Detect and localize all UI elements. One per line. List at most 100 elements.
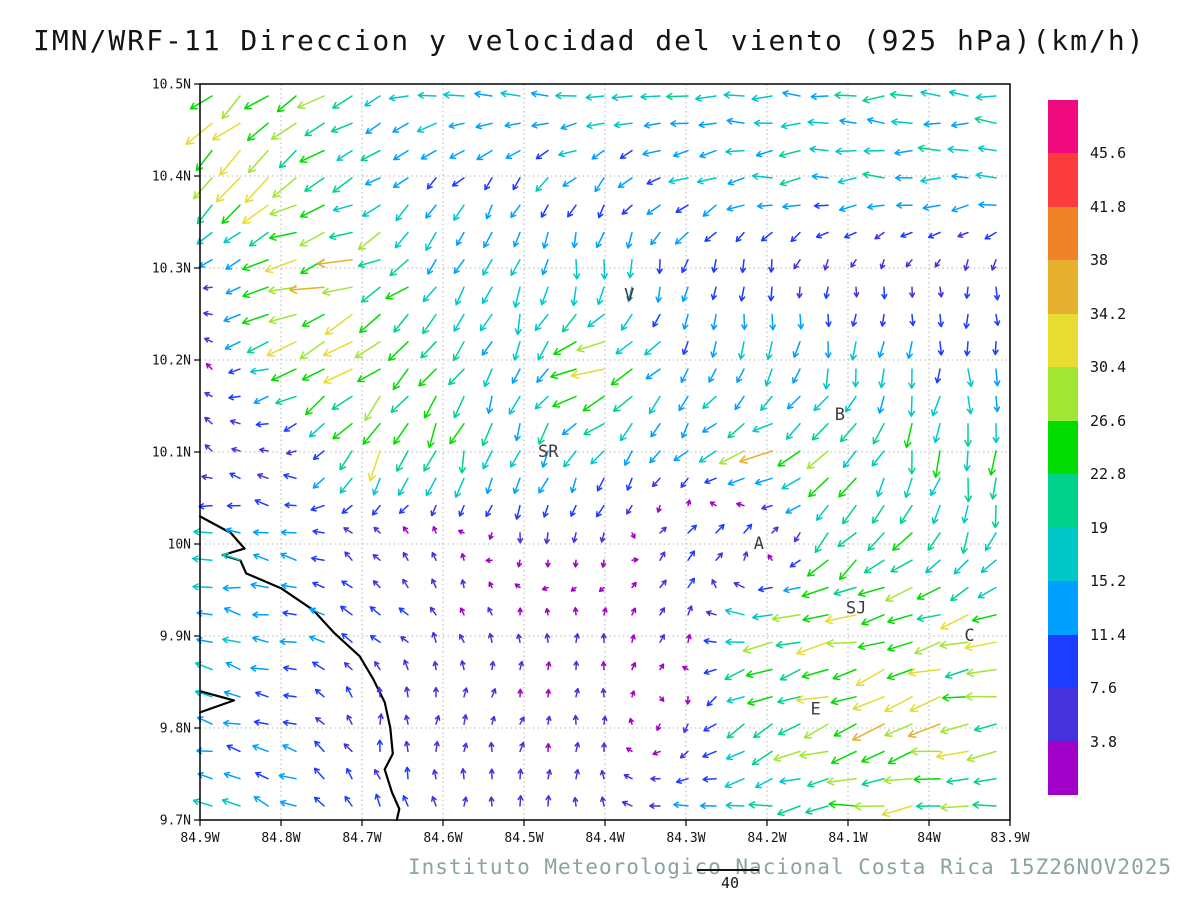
wind-vector bbox=[806, 559, 829, 577]
wind-vector bbox=[686, 633, 692, 643]
wind-vector bbox=[815, 231, 829, 239]
wind-vector bbox=[204, 337, 213, 343]
wind-vector bbox=[765, 341, 773, 360]
wind-vector bbox=[315, 716, 325, 725]
wind-vector bbox=[393, 313, 409, 333]
wind-vector bbox=[357, 368, 381, 383]
wind-vector bbox=[288, 284, 325, 294]
wind-vector bbox=[992, 422, 1000, 444]
wind-vector bbox=[966, 395, 974, 415]
wind-vector bbox=[621, 204, 633, 215]
wind-vector bbox=[659, 663, 665, 671]
wind-vector bbox=[540, 204, 549, 218]
wind-vector bbox=[626, 286, 633, 303]
wind-vector bbox=[250, 581, 269, 589]
wind-vector bbox=[561, 422, 577, 436]
wind-vector bbox=[587, 313, 605, 328]
wind-vector bbox=[511, 368, 521, 384]
wind-vector bbox=[764, 368, 773, 387]
wind-vector bbox=[686, 499, 692, 507]
wind-vector bbox=[516, 633, 522, 643]
wind-vector bbox=[246, 122, 269, 141]
wind-vector bbox=[226, 502, 241, 509]
wind-vector bbox=[425, 204, 437, 219]
wind-vector bbox=[937, 313, 944, 328]
wind-vector bbox=[724, 607, 745, 616]
wind-vector bbox=[276, 95, 297, 113]
wind-vector bbox=[485, 504, 493, 518]
wind-vector bbox=[398, 504, 409, 514]
wind-vector bbox=[398, 607, 409, 616]
wind-vector bbox=[555, 92, 577, 100]
wind-vector bbox=[453, 313, 465, 332]
wind-vector bbox=[392, 122, 409, 133]
wind-vector bbox=[443, 91, 465, 99]
wind-vector bbox=[905, 259, 913, 268]
wind-vector bbox=[517, 794, 524, 807]
wind-vector bbox=[312, 661, 325, 671]
wind-vector bbox=[782, 202, 801, 210]
wind-vector bbox=[735, 231, 745, 243]
wind-vector bbox=[695, 94, 717, 102]
wind-vector bbox=[775, 640, 801, 649]
wind-vector bbox=[250, 664, 269, 672]
colorbar-label: 45.6 bbox=[1090, 144, 1127, 163]
wind-vector bbox=[454, 477, 465, 498]
wind-vector bbox=[903, 477, 913, 499]
wind-vector bbox=[972, 801, 997, 809]
wind-vector bbox=[432, 525, 438, 534]
wind-vector bbox=[973, 777, 997, 786]
wind-vector bbox=[434, 715, 441, 725]
wind-vector bbox=[771, 526, 779, 534]
wind-vector bbox=[312, 581, 325, 589]
wind-vector bbox=[427, 259, 437, 275]
wind-vector bbox=[668, 177, 689, 185]
wind-vector bbox=[459, 633, 465, 643]
wind-vector bbox=[631, 581, 637, 589]
wind-vector bbox=[758, 586, 773, 593]
wind-vector bbox=[642, 149, 661, 157]
wind-vector bbox=[268, 313, 297, 325]
x-axis-label: 84.4W bbox=[585, 831, 624, 846]
wind-vector bbox=[993, 286, 1001, 301]
wind-vector bbox=[544, 607, 551, 616]
wind-vector bbox=[248, 231, 269, 247]
wind-vector bbox=[963, 313, 970, 329]
wind-vector bbox=[752, 422, 773, 433]
wind-vector bbox=[656, 504, 662, 513]
wind-vector bbox=[392, 368, 409, 391]
wind-vector bbox=[431, 631, 438, 643]
wind-vector bbox=[741, 313, 748, 331]
colorbar-label: 34.2 bbox=[1090, 304, 1127, 323]
wind-vector bbox=[369, 606, 381, 616]
wind-vector bbox=[909, 313, 916, 327]
wind-vector bbox=[966, 368, 974, 388]
wind-vector bbox=[389, 259, 409, 277]
wind-vector bbox=[975, 93, 997, 101]
wind-vector bbox=[426, 422, 437, 449]
wind-vector bbox=[486, 395, 493, 415]
colorbar-label: 41.8 bbox=[1090, 197, 1127, 216]
wind-vector bbox=[558, 149, 577, 158]
wind-vector bbox=[482, 259, 493, 276]
wind-vector bbox=[738, 286, 746, 302]
wind-vector bbox=[807, 777, 829, 788]
wind-vector bbox=[259, 447, 269, 454]
wind-vector bbox=[704, 231, 717, 242]
y-axis-label: 10.3N bbox=[152, 262, 191, 277]
wind-vector bbox=[535, 177, 549, 192]
wind-vector bbox=[891, 118, 913, 126]
wind-vector bbox=[645, 368, 661, 380]
wind-vector bbox=[514, 504, 521, 520]
wind-vector bbox=[617, 177, 633, 189]
wind-vector bbox=[923, 120, 941, 128]
wind-vector bbox=[769, 313, 777, 331]
wind-vector bbox=[517, 607, 523, 616]
wind-vector bbox=[221, 95, 241, 120]
wind-vector bbox=[973, 723, 997, 733]
wind-vector bbox=[194, 661, 213, 671]
wind-vector bbox=[393, 422, 409, 445]
wind-vector bbox=[267, 286, 297, 295]
wind-vector bbox=[811, 173, 829, 180]
wind-vector bbox=[600, 559, 607, 568]
